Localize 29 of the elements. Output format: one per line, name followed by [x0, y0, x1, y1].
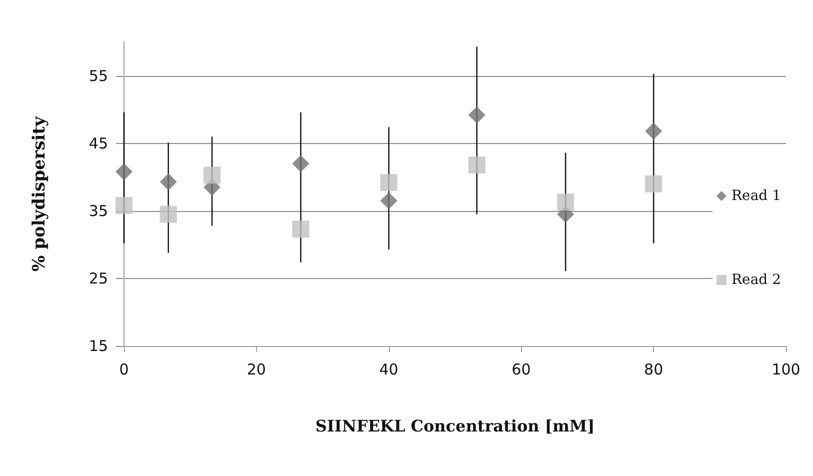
point — [645, 175, 662, 192]
point — [645, 122, 662, 140]
y-tick-label: 45 — [88, 134, 108, 152]
y-tick-label: 25 — [88, 269, 108, 288]
point — [468, 106, 486, 124]
x-tick-label: 60 — [512, 360, 531, 378]
point — [116, 163, 132, 180]
legend-label: Read 1 — [732, 188, 782, 204]
point — [204, 166, 221, 184]
point — [292, 155, 310, 172]
legend-label: Read 2 — [732, 272, 782, 288]
x-tick-label: 80 — [644, 360, 664, 378]
x-tick-label: 100 — [772, 360, 800, 378]
point — [116, 196, 132, 214]
point — [557, 194, 574, 211]
y-tick-label: 55 — [88, 66, 108, 85]
point — [468, 156, 486, 174]
point — [292, 220, 310, 238]
y-axis-title: % polydispersity — [30, 115, 50, 272]
x-axis-title: SIINFEKL Concentration [mM] — [315, 416, 595, 436]
y-tick-label: 15 — [88, 337, 108, 355]
point — [380, 192, 398, 210]
point — [160, 206, 177, 223]
x-tick-label: 40 — [379, 360, 398, 378]
point — [380, 174, 398, 192]
point — [160, 173, 177, 190]
x-tick-label: 20 — [246, 360, 266, 378]
y-tick-label: 35 — [88, 202, 108, 220]
x-tick-label: 0 — [119, 360, 129, 378]
